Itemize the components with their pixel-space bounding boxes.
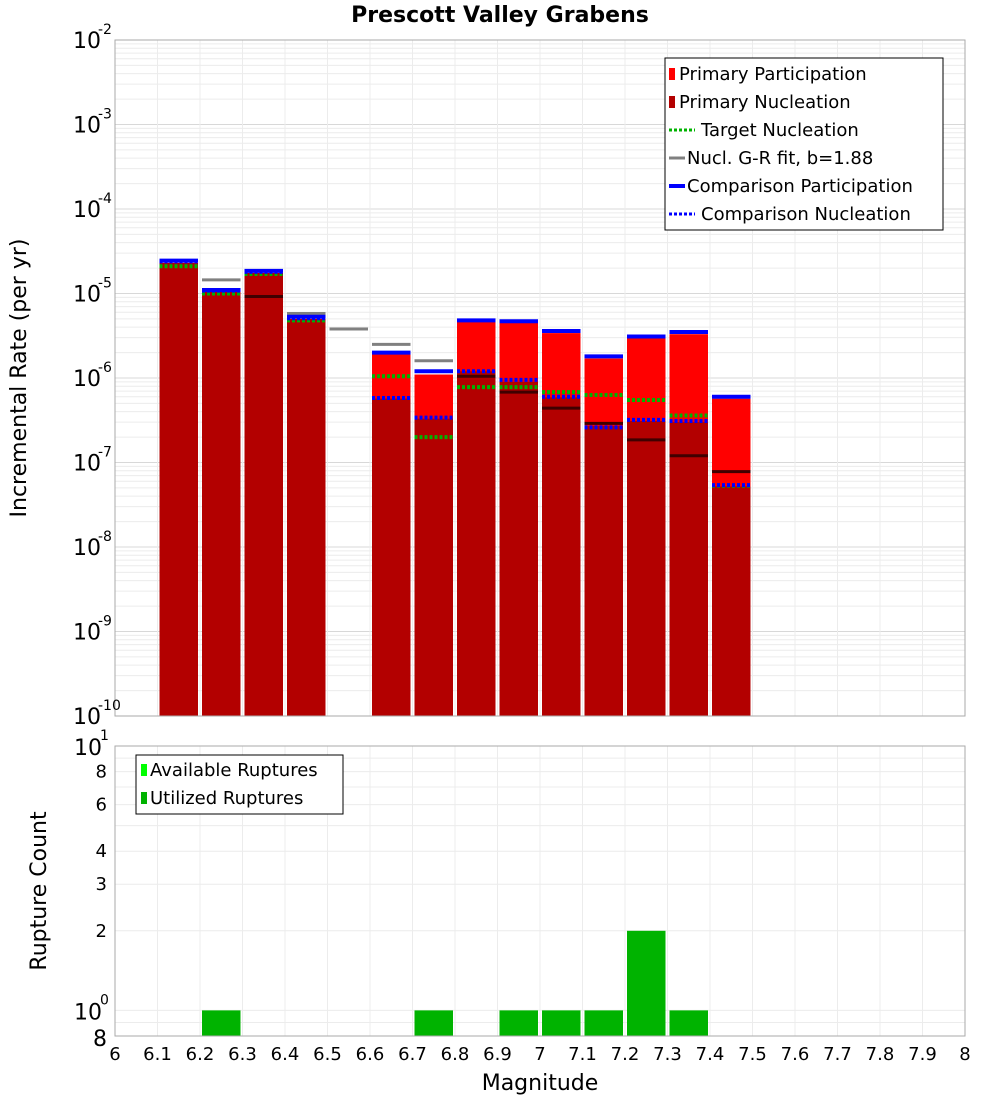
y-tick-label: 10 (73, 452, 101, 477)
y-tick-label: 10 (73, 705, 101, 730)
utilized-ruptures-bar (669, 1010, 708, 1036)
y-tick-exponent: 0 (100, 992, 109, 1008)
y-tick-label: 10 (74, 736, 102, 761)
x-tick-label: 6.1 (143, 1044, 172, 1065)
legend-symbol (141, 792, 147, 804)
x-tick-label: 6.6 (356, 1044, 385, 1065)
utilized-ruptures-bar (542, 1010, 581, 1036)
x-tick-label: 7.2 (611, 1044, 640, 1065)
y-tick-label: 10 (73, 621, 101, 646)
x-tick-label: 6 (109, 1044, 120, 1065)
y-tick-label: 8 (96, 762, 107, 783)
y-tick-label: 10 (73, 283, 101, 308)
y-tick-exponent: -3 (98, 107, 112, 123)
utilized-ruptures-bar (202, 1010, 241, 1036)
nucleation-bar (202, 291, 241, 716)
x-tick-label: 7.4 (696, 1044, 725, 1065)
x-tick-label: 7.1 (568, 1044, 597, 1065)
nucleation-bar (542, 397, 581, 716)
chart-title: Prescott Valley Grabens (351, 3, 649, 28)
y-tick-label: 10 (74, 1000, 102, 1025)
legend-label: Primary Nucleation (679, 92, 851, 113)
y-tick-label: 10 (73, 536, 101, 561)
x-tick-label: 6.8 (441, 1044, 470, 1065)
top-plot-frame (114, 39, 966, 717)
x-tick-label: 6.2 (186, 1044, 215, 1065)
x-tick-label: 6.7 (398, 1044, 427, 1065)
legend-box (135, 754, 344, 815)
bottom-x-ticks: 6 6.1 6.2 6.3 6.4 6.5 6.6 6.7 6.8 6.9 7 7.1 7.2 7.3 7.… (109, 1044, 970, 1065)
y-tick-exponent: -7 (98, 445, 112, 461)
bottom-legend: Available Ruptures Utilized Ruptures (135, 754, 344, 815)
legend-label: Utilized Ruptures (150, 788, 303, 809)
x-tick-label: 7.7 (823, 1044, 852, 1065)
legend-label: Comparison Nucleation (701, 204, 911, 225)
y-tick-exponent: -9 (98, 614, 112, 630)
nucleation-bar (584, 426, 623, 716)
y-tick-exponent: -8 (98, 529, 112, 545)
y-tick-exponent: 1 (100, 728, 109, 744)
top-legend: Primary Participation Primary Nucleation T… (664, 57, 944, 231)
bottom-bars (202, 930, 708, 1036)
bottom-plot-frame (114, 745, 966, 1037)
legend-symbol (669, 96, 675, 108)
y-tick-label: 8 (93, 1027, 107, 1052)
x-tick-label: 7.9 (908, 1044, 937, 1065)
y-tick-exponent: -6 (98, 360, 112, 376)
x-tick-label: 6.3 (228, 1044, 257, 1065)
nucleation-bar (499, 381, 538, 716)
x-tick-label: 6.4 (271, 1044, 300, 1065)
y-tick-label: 10 (73, 29, 101, 54)
nucleation-bar (414, 418, 453, 716)
legend-label: Primary Participation (679, 64, 867, 85)
bottom-y-axis-label: Rupture Count (27, 811, 52, 971)
legend-symbol (141, 764, 147, 776)
y-tick-exponent: -10 (98, 698, 121, 714)
utilized-ruptures-bar (584, 1010, 623, 1036)
nucleation-bar (669, 422, 708, 716)
x-tick-label: 6.9 (483, 1044, 512, 1065)
x-tick-label: 6.5 (313, 1044, 342, 1065)
y-tick-label: 10 (73, 198, 101, 223)
top-bars (159, 262, 751, 716)
y-tick-exponent: -2 (98, 22, 112, 38)
x-axis-label: Magnitude (482, 1071, 599, 1096)
y-tick-label: 10 (73, 114, 101, 139)
legend-label: Target Nucleation (700, 120, 859, 141)
nucleation-bar (372, 398, 411, 716)
utilized-ruptures-bar (414, 1010, 453, 1036)
x-tick-label: 7.8 (866, 1044, 895, 1065)
y-tick-label: 2 (96, 921, 107, 942)
nucleation-bar (457, 371, 496, 716)
utilized-ruptures-bar (499, 1010, 538, 1036)
nucleation-bar (627, 420, 666, 716)
nucleation-bar (244, 272, 283, 716)
y-tick-label: 3 (96, 874, 107, 895)
y-tick-label: 10 (73, 367, 101, 392)
x-tick-label: 7.6 (781, 1044, 810, 1065)
x-tick-label: 7.3 (653, 1044, 682, 1065)
nucleation-bar (287, 318, 326, 716)
x-tick-label: 8 (959, 1044, 970, 1065)
y-tick-label: 4 (96, 841, 107, 862)
y-tick-exponent: -5 (98, 276, 112, 292)
legend-label: Nucl. G-R fit, b=1.88 (687, 148, 873, 169)
x-tick-label: 7 (534, 1044, 545, 1065)
legend-label: Comparison Participation (687, 176, 913, 197)
top-y-axis-label: Incremental Rate (per yr) (7, 239, 32, 518)
legend-box (664, 57, 944, 231)
utilized-ruptures-bar (627, 930, 666, 1036)
y-tick-label: 6 (96, 795, 107, 816)
legend-symbol (669, 68, 675, 80)
nucleation-bar (712, 486, 751, 716)
legend-label: Available Ruptures (150, 760, 318, 781)
nucleation-bar (159, 262, 198, 716)
x-tick-label: 7.5 (738, 1044, 767, 1065)
top-lines (159, 258, 751, 488)
y-tick-exponent: -4 (98, 191, 112, 207)
